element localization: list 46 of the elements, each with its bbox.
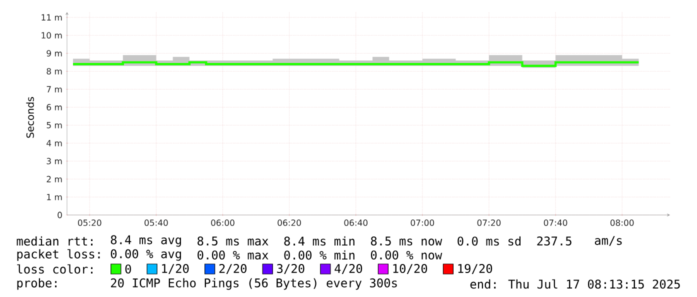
y-tick-label: 2 m bbox=[46, 176, 62, 182]
y-tick-label: 6 m bbox=[46, 104, 62, 110]
x-tick-label: 07:20 bbox=[477, 220, 501, 226]
text: 8.5 ms max bbox=[198, 236, 268, 246]
text: 20 ICMP Echo Pings (56 Bytes) every 300s bbox=[111, 278, 397, 290]
text: end: Thu Jul 17 08:13:15 2025 bbox=[470, 279, 680, 289]
legend-label: 0 bbox=[125, 264, 131, 274]
text: 8.4 ms avg bbox=[110, 235, 181, 247]
y-tick-label: 1 m bbox=[47, 194, 62, 200]
text: 0.00 % max bbox=[198, 250, 268, 260]
text: 0.0 ms sd bbox=[458, 236, 521, 246]
text: 0.00 % now bbox=[370, 250, 442, 260]
y-tick-label: 0 bbox=[58, 212, 62, 218]
text: 237.5 bbox=[537, 236, 572, 246]
legend-title: loss color: bbox=[17, 264, 92, 274]
x-tick-label: 05:20 bbox=[78, 220, 102, 226]
legend-label: 3/20 bbox=[277, 264, 304, 274]
legend-label: 1/20 bbox=[162, 264, 189, 274]
y-tick-label: 8 m bbox=[46, 68, 62, 74]
y-tick-label: 7 m bbox=[46, 86, 62, 92]
x-tick-label: 07:00 bbox=[410, 220, 434, 226]
x-tick-label: 06:40 bbox=[344, 220, 368, 226]
text: 8.5 ms now bbox=[370, 236, 442, 246]
text: am/s bbox=[594, 236, 622, 246]
x-tick-label: 06:00 bbox=[211, 220, 234, 226]
y-tick-label: 11 m bbox=[42, 14, 62, 20]
y-axis-title: Seconds bbox=[26, 97, 34, 138]
text: 8.4 ms min bbox=[284, 236, 354, 246]
text: packet loss: bbox=[17, 249, 100, 261]
x-tick-label: 08:00 bbox=[610, 220, 634, 226]
y-tick-label: 9 m bbox=[46, 50, 62, 57]
text: median rtt: bbox=[16, 236, 92, 246]
x-tick-label: 07:40 bbox=[544, 220, 568, 226]
y-tick-label: 3 m bbox=[46, 158, 62, 164]
text: 0.00 % min bbox=[284, 250, 354, 260]
y-tick-label: 10 m bbox=[42, 32, 62, 39]
legend-label: 19/20 bbox=[458, 264, 492, 274]
text: probe: bbox=[17, 278, 57, 290]
y-tick-label: 5 m bbox=[46, 122, 62, 128]
y-tick-label: 4 m bbox=[46, 140, 62, 146]
text: 0.00 % avg bbox=[110, 249, 181, 261]
x-tick-label: 06:20 bbox=[278, 220, 301, 226]
legend-label: 10/20 bbox=[393, 264, 428, 274]
x-tick-label: 05:40 bbox=[144, 220, 168, 226]
legend-label: 2/20 bbox=[219, 264, 246, 274]
legend-label: 4/20 bbox=[334, 264, 362, 274]
